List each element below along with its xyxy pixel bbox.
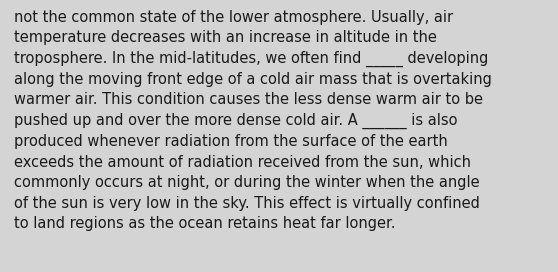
- Text: not the common state of the lower atmosphere. Usually, air
temperature decreases: not the common state of the lower atmosp…: [14, 10, 492, 231]
